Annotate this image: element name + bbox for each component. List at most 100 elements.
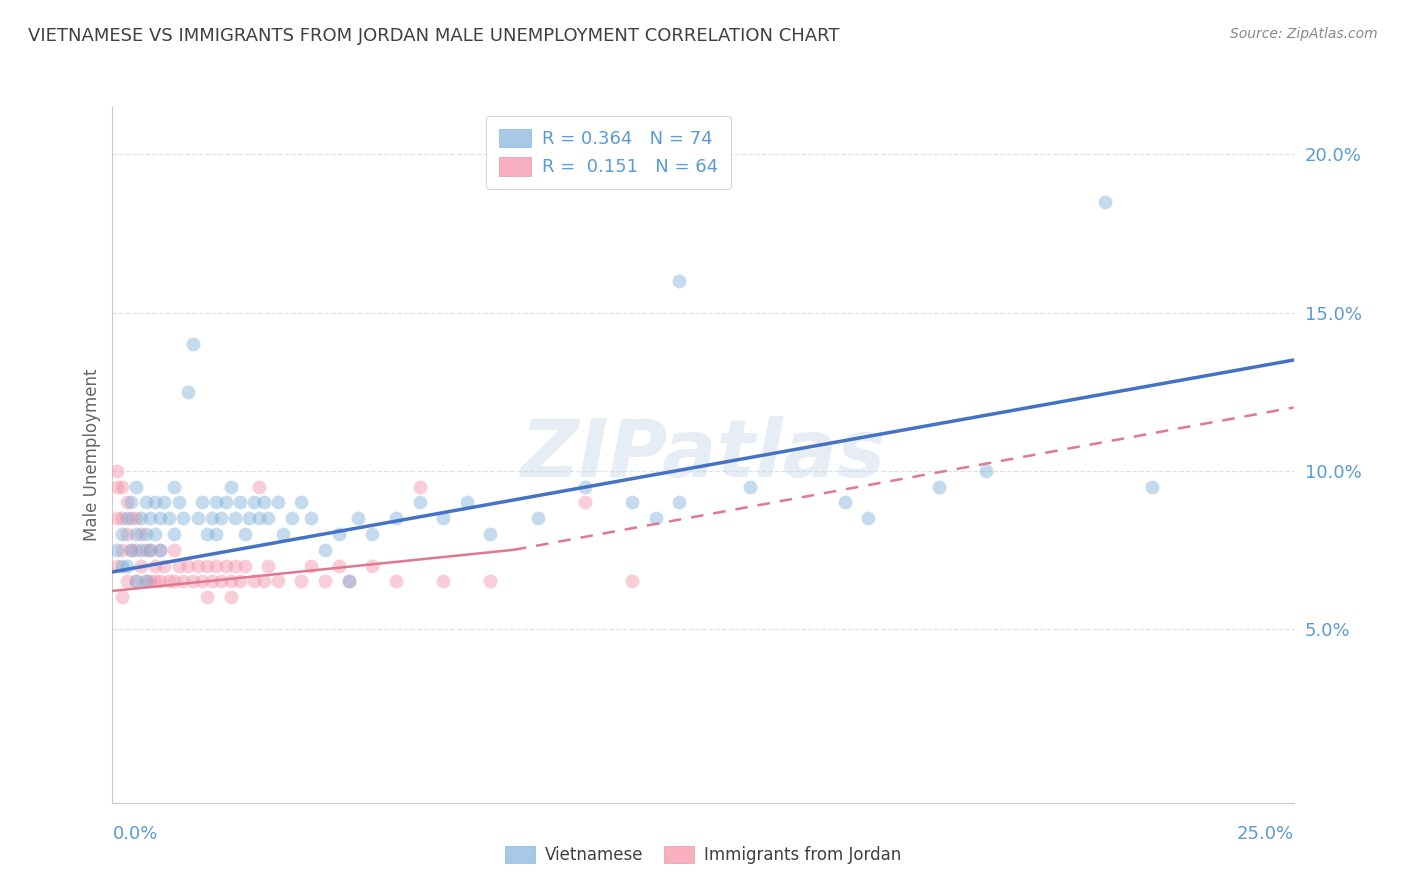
Point bbox=[177, 384, 200, 399]
Point bbox=[361, 558, 384, 573]
Point bbox=[125, 527, 148, 541]
Point bbox=[105, 479, 128, 493]
Point bbox=[111, 591, 134, 605]
Point bbox=[209, 511, 232, 525]
Point bbox=[135, 495, 157, 509]
Point bbox=[328, 558, 350, 573]
Text: 0.0%: 0.0% bbox=[112, 825, 157, 843]
Point bbox=[1140, 479, 1163, 493]
Point bbox=[105, 511, 128, 525]
Point bbox=[267, 495, 290, 509]
Point bbox=[111, 479, 134, 493]
Point bbox=[149, 511, 172, 525]
Point bbox=[135, 527, 157, 541]
Point bbox=[337, 574, 360, 589]
Point bbox=[205, 558, 228, 573]
Point bbox=[456, 495, 478, 509]
Point bbox=[105, 558, 128, 573]
Y-axis label: Male Unemployment: Male Unemployment bbox=[83, 368, 101, 541]
Point bbox=[267, 574, 290, 589]
Point bbox=[125, 511, 148, 525]
Point bbox=[299, 511, 322, 525]
Text: 25.0%: 25.0% bbox=[1236, 825, 1294, 843]
Point bbox=[205, 527, 228, 541]
Point bbox=[432, 574, 454, 589]
Point bbox=[111, 542, 134, 557]
Point bbox=[125, 574, 148, 589]
Point bbox=[526, 511, 548, 525]
Point bbox=[181, 337, 204, 351]
Point bbox=[135, 574, 157, 589]
Point bbox=[740, 479, 762, 493]
Point bbox=[105, 464, 128, 478]
Point bbox=[129, 542, 152, 557]
Point bbox=[120, 511, 142, 525]
Point bbox=[195, 591, 218, 605]
Point bbox=[238, 511, 260, 525]
Point bbox=[479, 574, 502, 589]
Point bbox=[1094, 194, 1116, 209]
Point bbox=[120, 542, 142, 557]
Text: ZIPatlas: ZIPatlas bbox=[520, 416, 886, 494]
Point bbox=[668, 495, 690, 509]
Point bbox=[858, 511, 880, 525]
Point bbox=[195, 558, 218, 573]
Point bbox=[229, 574, 252, 589]
Point bbox=[149, 542, 172, 557]
Point bbox=[314, 574, 336, 589]
Point bbox=[976, 464, 998, 478]
Point bbox=[163, 574, 186, 589]
Point bbox=[271, 527, 294, 541]
Point bbox=[257, 558, 280, 573]
Point bbox=[157, 511, 180, 525]
Legend: Vietnamese, Immigrants from Jordan: Vietnamese, Immigrants from Jordan bbox=[499, 839, 907, 871]
Point bbox=[149, 542, 172, 557]
Point bbox=[209, 574, 232, 589]
Point bbox=[253, 574, 276, 589]
Point bbox=[928, 479, 950, 493]
Point bbox=[111, 511, 134, 525]
Point bbox=[115, 495, 138, 509]
Point bbox=[163, 527, 186, 541]
Point bbox=[149, 574, 172, 589]
Point bbox=[299, 558, 322, 573]
Point bbox=[157, 574, 180, 589]
Point bbox=[668, 274, 690, 288]
Point bbox=[191, 495, 214, 509]
Point bbox=[290, 495, 312, 509]
Point bbox=[290, 574, 312, 589]
Point bbox=[361, 527, 384, 541]
Point bbox=[153, 558, 176, 573]
Point bbox=[120, 542, 142, 557]
Point bbox=[163, 479, 186, 493]
Point bbox=[233, 558, 256, 573]
Point bbox=[143, 527, 166, 541]
Point bbox=[153, 495, 176, 509]
Point bbox=[167, 558, 190, 573]
Point bbox=[139, 511, 162, 525]
Point bbox=[233, 527, 256, 541]
Point bbox=[834, 495, 856, 509]
Point bbox=[135, 542, 157, 557]
Point bbox=[574, 479, 596, 493]
Point bbox=[143, 495, 166, 509]
Point bbox=[408, 495, 430, 509]
Point bbox=[247, 479, 270, 493]
Point bbox=[143, 574, 166, 589]
Point bbox=[215, 558, 238, 573]
Point bbox=[644, 511, 666, 525]
Text: VIETNAMESE VS IMMIGRANTS FROM JORDAN MALE UNEMPLOYMENT CORRELATION CHART: VIETNAMESE VS IMMIGRANTS FROM JORDAN MAL… bbox=[28, 27, 839, 45]
Point bbox=[139, 542, 162, 557]
Point bbox=[111, 558, 134, 573]
Point bbox=[281, 511, 304, 525]
Point bbox=[201, 511, 224, 525]
Point bbox=[125, 574, 148, 589]
Point bbox=[167, 495, 190, 509]
Point bbox=[621, 574, 644, 589]
Point bbox=[115, 527, 138, 541]
Point bbox=[177, 558, 200, 573]
Point bbox=[219, 591, 242, 605]
Point bbox=[129, 511, 152, 525]
Point bbox=[243, 574, 266, 589]
Point bbox=[385, 574, 408, 589]
